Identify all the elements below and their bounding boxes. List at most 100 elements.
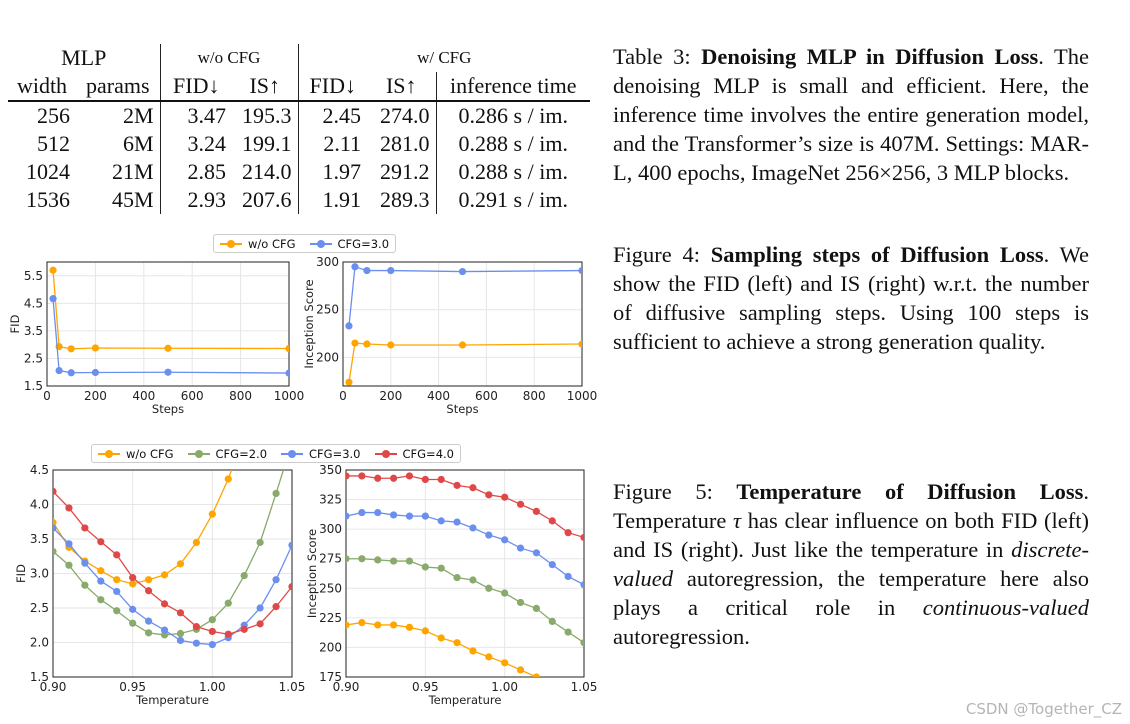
table-row: 1536 45M 2.93 207.6 1.91 289.3 0.291 s / im. — [8, 186, 590, 214]
y-axis-label: Inception Score — [302, 279, 316, 368]
axes-frame — [46, 261, 290, 387]
caption-emphasis: continuous-valued — [922, 595, 1089, 620]
legend-label: CFG=3.0 — [309, 446, 361, 461]
data-point — [421, 627, 429, 635]
x-tick-label: 1.05 — [571, 680, 598, 694]
data-point — [176, 629, 185, 638]
caption-label: Figure 5: — [613, 479, 737, 504]
watermark: CSDN @Together_CZ — [965, 700, 1122, 718]
x-axis-label: Temperature — [135, 693, 209, 707]
data-point — [390, 621, 398, 629]
header-mlp: MLP — [61, 45, 107, 70]
data-point — [113, 587, 121, 596]
y-tick-label: 300 — [319, 522, 342, 536]
table-cell: 2.93 — [159, 186, 232, 214]
data-point — [145, 576, 153, 584]
data-point — [272, 576, 280, 584]
series-line — [53, 470, 285, 636]
data-point — [224, 475, 232, 483]
y-tick-label: 200 — [316, 350, 339, 364]
y-tick-label: 1.5 — [30, 670, 49, 684]
legend-marker-icon — [309, 239, 332, 248]
table-cell: 3.47 — [159, 101, 232, 130]
data-point — [55, 366, 63, 375]
y-axis-label: FID — [8, 314, 22, 333]
x-tick-label: 1.00 — [491, 680, 518, 694]
data-point — [453, 518, 461, 526]
data-point — [176, 560, 185, 568]
caption-text: . Temperature — [613, 479, 1089, 533]
data-point — [91, 368, 99, 377]
table-cell: 0.286 s / im. — [435, 101, 590, 130]
data-point — [363, 340, 371, 348]
plot-3: 0.90 0.95 1.00 1.05 175 200 225 250 275 300 325 350… — [305, 463, 597, 707]
data-point — [358, 555, 366, 563]
data-point — [346, 621, 350, 629]
legend-label: CFG=4.0 — [402, 446, 454, 461]
table-cell: 1.97 — [297, 158, 367, 186]
legend-label: w/o CFG — [248, 236, 296, 251]
x-tick-label: 0 — [43, 389, 51, 403]
data-point — [345, 322, 353, 330]
data-point — [405, 472, 414, 480]
data-point — [548, 561, 556, 569]
data-point — [564, 628, 572, 636]
y-tick-label: 3.0 — [30, 567, 49, 581]
table-cell: 0.288 s / im. — [435, 158, 590, 186]
data-point — [358, 618, 366, 627]
table-cell: 512 — [37, 131, 70, 156]
data-point — [113, 607, 121, 615]
data-point — [176, 636, 185, 645]
data-point — [97, 577, 105, 585]
data-point — [176, 609, 185, 617]
caption-title: Denoising MLP in Diffusion Loss — [701, 44, 1039, 69]
legend-marker-icon — [220, 239, 242, 248]
legend-item: CFG=3.0 — [281, 446, 361, 461]
data-point — [53, 524, 57, 532]
table-cell: 1024 — [26, 159, 70, 184]
data-point — [548, 617, 556, 626]
data-point — [49, 266, 57, 274]
table-cell: 2.85 — [159, 158, 232, 186]
data-point — [421, 563, 429, 571]
data-point — [53, 547, 57, 556]
data-point — [485, 531, 493, 539]
legend-label: w/o CFG — [126, 446, 174, 461]
x-tick-label: 0.95 — [412, 680, 439, 694]
data-point — [81, 559, 89, 567]
col-width: width — [8, 72, 76, 102]
series-line — [346, 558, 584, 644]
fig4-legend: w/o CFG CFG=3.0 — [213, 234, 397, 253]
table-cell: 274.0 — [380, 103, 430, 128]
data-point — [516, 500, 525, 508]
y-tick-label: 250 — [316, 303, 339, 317]
x-axis-label: Steps — [446, 402, 478, 416]
x-tick-label: 400 — [427, 389, 450, 403]
data-point — [49, 295, 57, 303]
data-point — [53, 518, 57, 527]
caption-label: Figure 4: — [613, 242, 711, 267]
data-point — [164, 368, 172, 376]
table-cell: 289.3 — [380, 187, 430, 212]
table-cell: 199.1 — [242, 131, 292, 156]
fig5-legend: w/o CFG CFG=2.0 CFG=3.0 CFG=4.0 — [91, 444, 461, 463]
y-tick-label: 2.0 — [30, 636, 49, 650]
series-cfg-2-0 — [53, 470, 285, 639]
y-axis-label: Inception Score — [305, 529, 319, 618]
data-point — [580, 581, 584, 589]
x-tick-label: 1.05 — [279, 680, 306, 694]
data-point — [578, 340, 582, 348]
data-point — [272, 489, 280, 498]
legend-item: CFG=3.0 — [309, 237, 389, 251]
series-w-o-cfg — [346, 618, 540, 677]
data-point — [240, 625, 248, 633]
series-cfg-3-0 — [53, 524, 292, 649]
data-point — [192, 639, 200, 647]
caption-label: Table 3: — [613, 44, 702, 69]
data-point — [437, 634, 445, 642]
data-point — [532, 673, 540, 677]
data-point — [240, 571, 248, 580]
series-line — [52, 270, 289, 350]
table-cell: 6M — [122, 131, 154, 156]
x-tick-label: 800 — [523, 389, 546, 403]
